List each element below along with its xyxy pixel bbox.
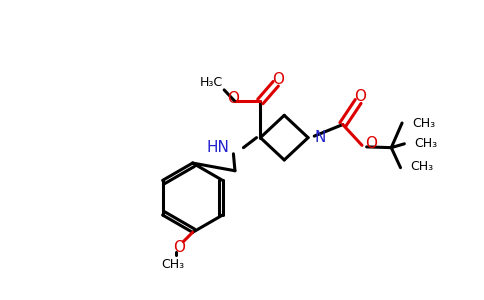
Text: O: O [173, 240, 185, 255]
Text: HN: HN [207, 140, 229, 155]
Text: H₃C: H₃C [199, 76, 223, 89]
Text: CH₃: CH₃ [410, 160, 434, 172]
Text: O: O [272, 72, 284, 87]
Text: N: N [314, 130, 326, 145]
Text: O: O [227, 91, 240, 106]
Text: CH₃: CH₃ [161, 258, 184, 271]
Text: O: O [354, 88, 366, 104]
Text: CH₃: CH₃ [412, 117, 435, 130]
Text: CH₃: CH₃ [414, 137, 438, 150]
Text: O: O [365, 136, 377, 151]
